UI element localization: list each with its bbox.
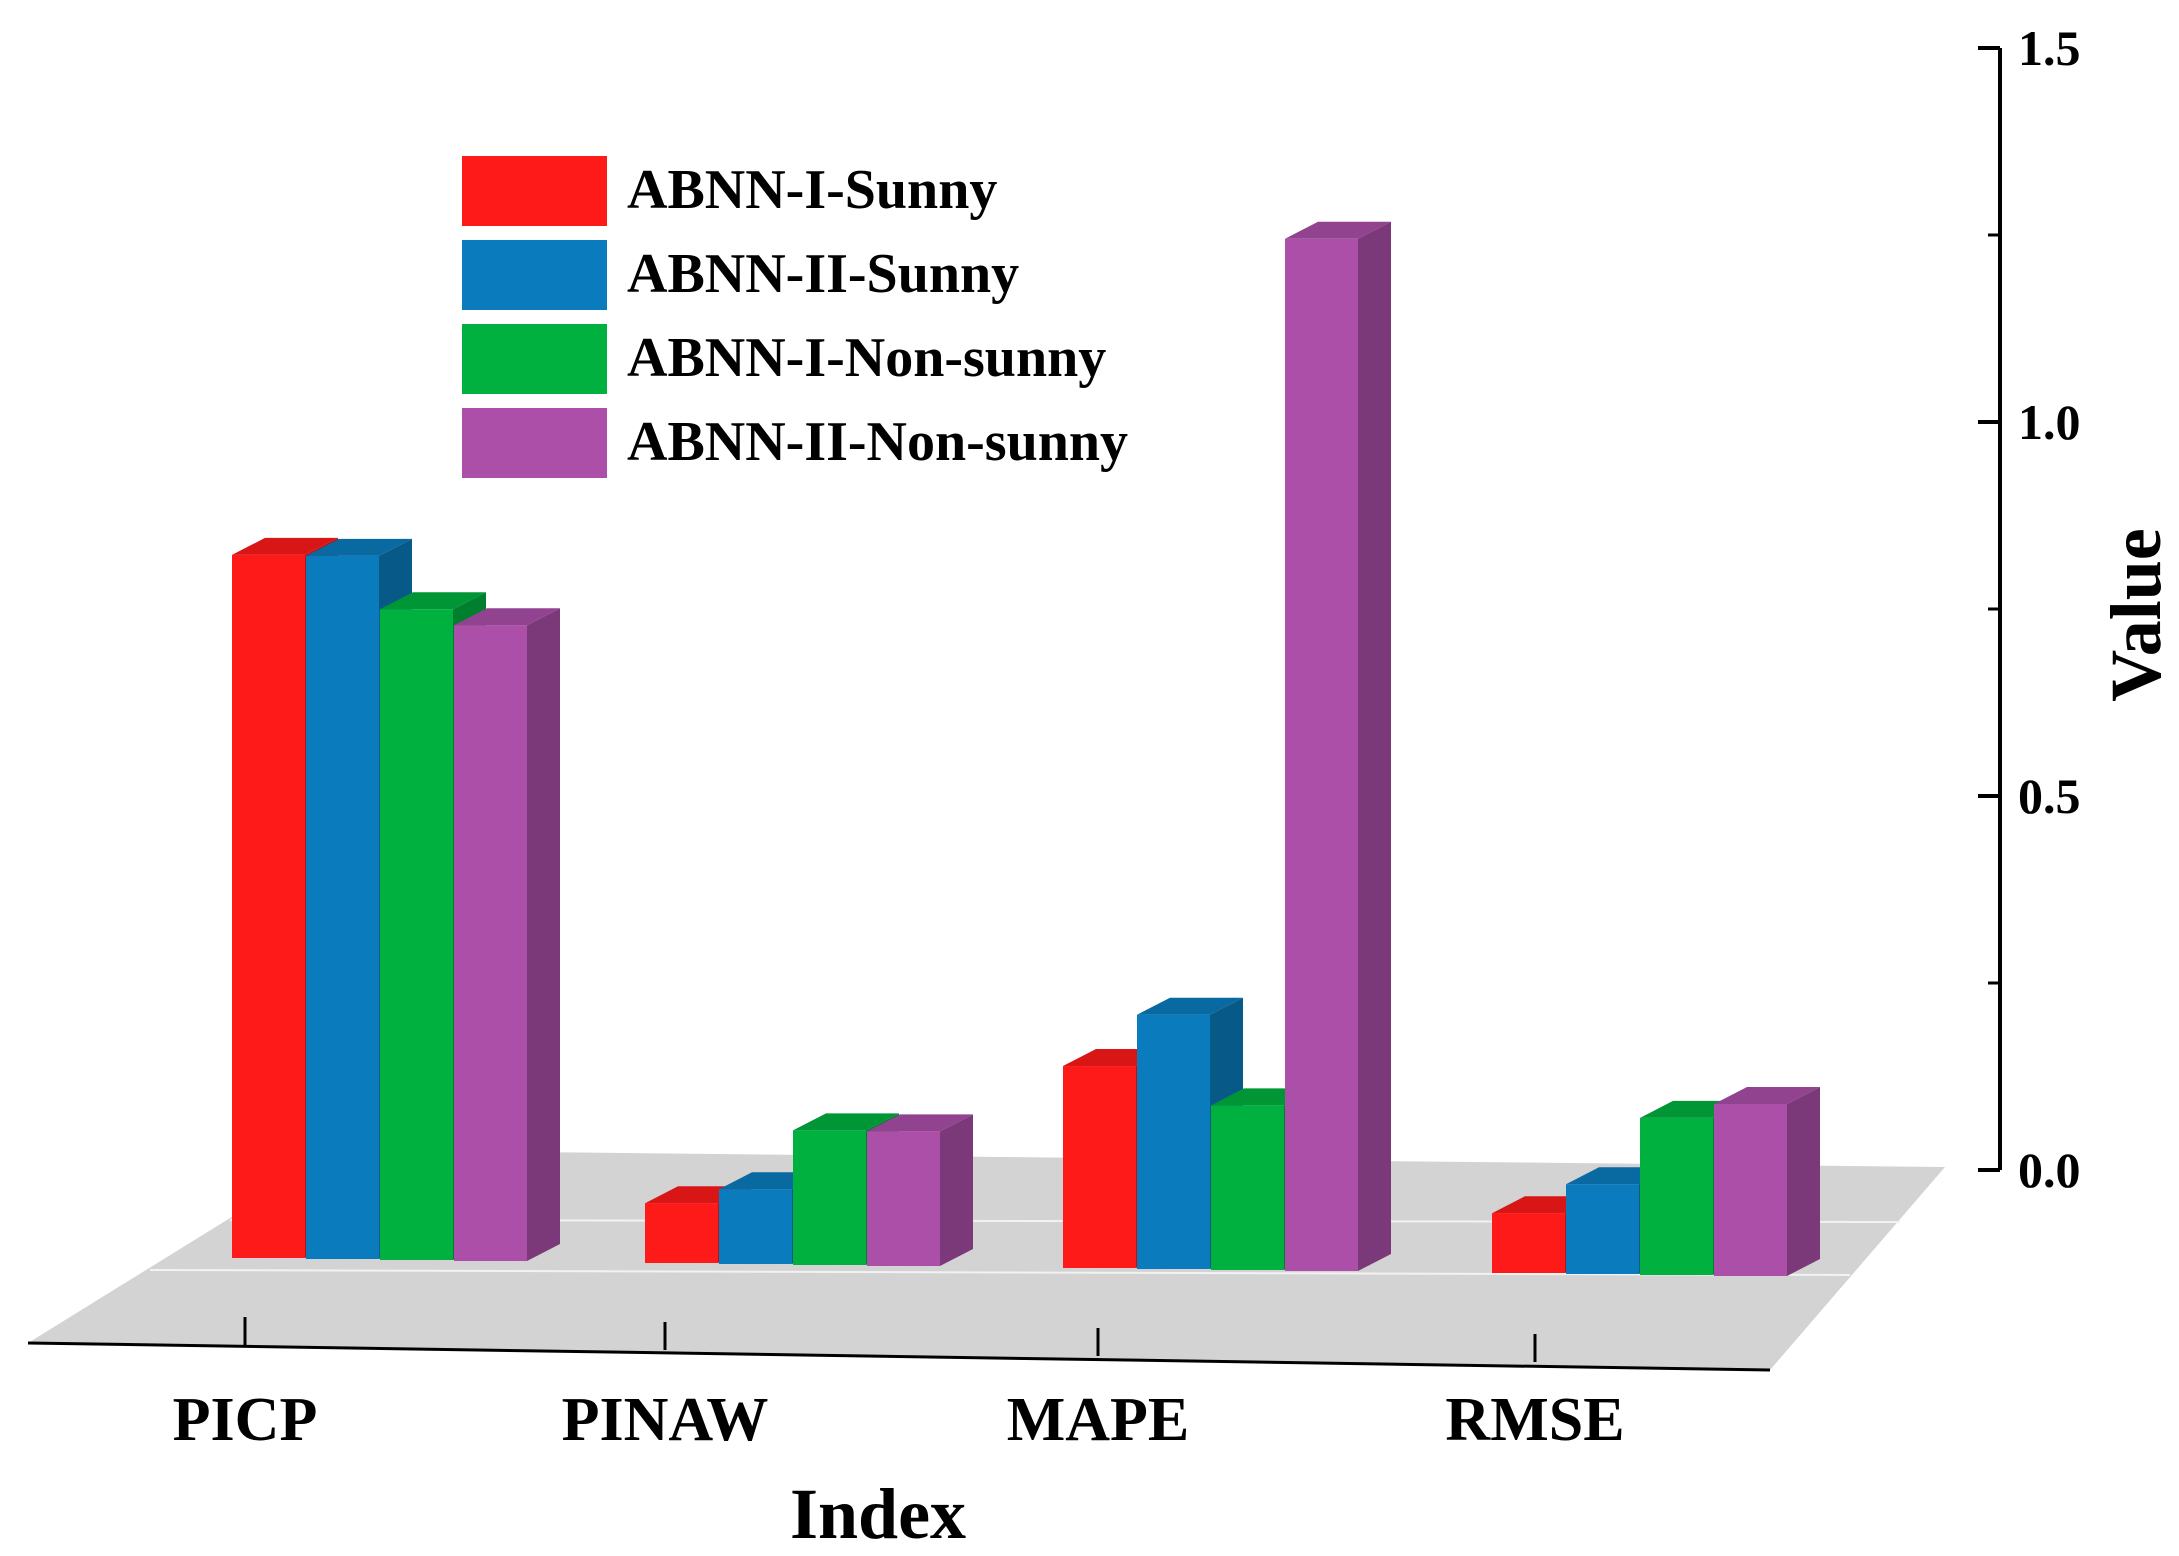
x-axis-title: Index [790,1474,966,1554]
y-tick-label: 1.0 [2018,394,2081,450]
legend-label: ABNN-I-Sunny [627,159,997,221]
bar [1714,1103,1787,1276]
bar-side [527,608,560,1261]
legend-layer: ABNN-I-Sunny ABNN-II-Sunny ABNN-I-Non-sunn… [462,156,1128,478]
bar-side [1358,221,1391,1271]
bar [1137,1014,1210,1269]
label-layer: 0.0 0.5 1.0 1.5 Value PICP PINAW MAPE RMSE Index [173,20,2176,1554]
bar [867,1131,940,1266]
legend-label: ABNN-I-Non-sunny [627,327,1106,389]
y-tick-label: 0.5 [2018,768,2081,824]
y-tick-label: 1.5 [2018,20,2081,76]
bar-top [1714,1087,1820,1104]
bar-side [940,1114,973,1266]
x-tick-label: PINAW [562,1386,769,1454]
x-tick-label: RMSE [1445,1386,1624,1454]
bar-top [1285,221,1391,239]
bar-top [380,592,486,610]
floor-grid-line [149,1269,1851,1276]
legend-label: ABNN-II-Non-sunny [627,411,1128,473]
bar [645,1203,718,1263]
bar [719,1189,792,1264]
legend-swatch [462,324,607,394]
bar [1566,1184,1639,1274]
bar [232,554,305,1258]
bar [1211,1105,1284,1270]
bar [306,555,379,1259]
legend-swatch [462,240,607,310]
y-axis-title: Value [2096,528,2176,701]
bar-top [793,1113,899,1131]
axis-layer [243,46,2002,1362]
bar [1492,1213,1565,1273]
bar [1285,238,1358,1271]
bar [1063,1066,1136,1268]
bar-layer [232,221,1820,1276]
legend-swatch [462,408,607,478]
y-tick-label: 0.0 [2018,1142,2081,1198]
bar-top [232,537,338,555]
bar [454,625,527,1261]
bar-top [306,538,412,556]
bar [793,1130,866,1265]
bar-top [1137,997,1243,1015]
bar-side [1787,1087,1820,1276]
bar-top [454,608,560,626]
x-tick-label: PICP [173,1386,318,1454]
legend-label: ABNN-II-Sunny [627,243,1019,305]
bar [1640,1117,1713,1275]
x-tick-label: MAPE [1007,1386,1190,1454]
legend-swatch [462,156,607,226]
x-axis-line [27,1341,1771,1372]
bar-top [867,1114,973,1132]
bar [380,609,453,1260]
